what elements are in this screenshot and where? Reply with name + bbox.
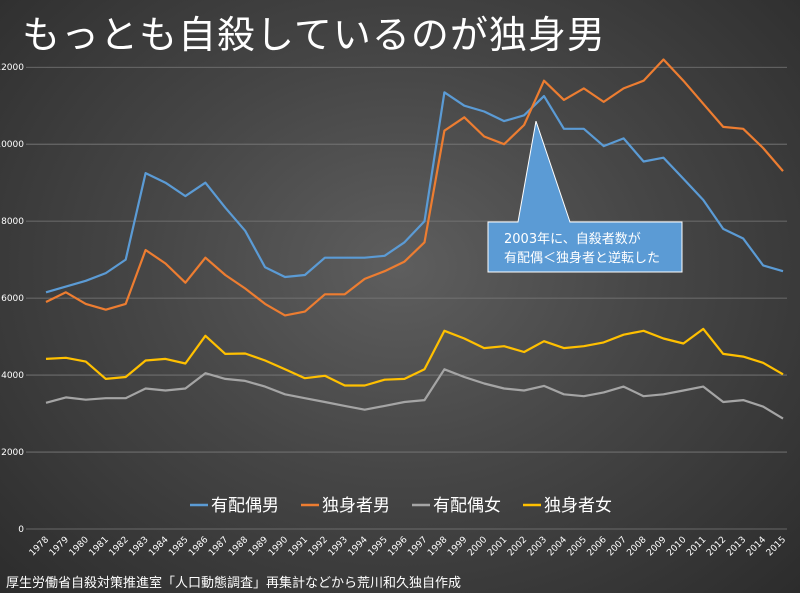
x-tick-label: 2013 <box>725 535 748 558</box>
legend-label: 独身者男 <box>322 496 390 516</box>
x-tick-label: 1995 <box>366 535 389 558</box>
x-tick-label: 2003 <box>526 535 549 558</box>
y-tick-label: 4000 <box>1 371 24 381</box>
x-tick-label: 2001 <box>486 535 509 558</box>
x-tick-label: 1986 <box>187 535 210 558</box>
legend-label: 有配偶男 <box>211 496 279 516</box>
x-tick-label: 1990 <box>267 535 290 558</box>
x-tick-label: 1979 <box>48 535 71 558</box>
x-tick-label: 1983 <box>127 535 150 558</box>
x-tick-label: 1978 <box>28 535 51 558</box>
y-tick-label: 6000 <box>1 294 24 304</box>
legend-item: 独身者男 <box>301 496 390 516</box>
legend-label: 独身者女 <box>544 496 612 516</box>
x-tick-label: 2004 <box>546 535 569 558</box>
x-tick-label: 2011 <box>685 535 708 558</box>
legend-label: 有配偶女 <box>433 496 501 516</box>
x-tick-label: 2008 <box>625 535 648 558</box>
x-axis: 1978197919801981198219831984198519861987… <box>28 535 788 558</box>
y-tick-label: 10000 <box>0 140 24 150</box>
x-tick-label: 1989 <box>247 535 270 558</box>
x-tick-label: 1994 <box>347 535 370 558</box>
annotation-callout: 2003年に、自殺者数が 有配偶＜独身者と逆転した <box>487 120 683 273</box>
series-line-2 <box>45 368 784 420</box>
series-line-1 <box>45 58 784 317</box>
y-tick-label: 0 <box>18 525 24 535</box>
legend: 有配偶男 独身者男 有配偶女 独身者女 <box>190 496 612 516</box>
gridlines <box>26 66 787 530</box>
source-note: 厚生労働省自殺対策推進室「人口動態調査」再集計などから荒川和久独自作成 <box>6 576 462 591</box>
x-tick-label: 2005 <box>566 535 589 558</box>
chart-title: もっとも自殺しているのが独身男 <box>22 13 606 57</box>
x-tick-label: 1993 <box>327 535 350 558</box>
legend-item: 有配偶男 <box>190 496 279 516</box>
callout-shape <box>487 120 683 273</box>
series-line-3 <box>45 327 784 387</box>
x-tick-label: 2015 <box>765 535 788 558</box>
y-tick-label: 2000 <box>1 448 24 458</box>
x-tick-label: 2012 <box>705 535 728 558</box>
x-tick-label: 1991 <box>287 535 310 558</box>
legend-item: 独身者女 <box>523 496 612 516</box>
callout-text-line2: 有配偶＜独身者と逆転した <box>504 250 660 266</box>
series-lines <box>45 58 784 420</box>
y-tick-label: 8000 <box>1 217 24 227</box>
x-tick-label: 2009 <box>645 535 668 558</box>
legend-item: 有配偶女 <box>412 496 501 516</box>
y-axis: 0 2000 4000 6000 8000 10000 12000 <box>0 63 24 535</box>
x-tick-label: 2002 <box>506 535 529 558</box>
x-tick-label: 1987 <box>207 535 230 558</box>
x-tick-label: 1992 <box>307 535 330 558</box>
x-tick-label: 1999 <box>446 535 469 558</box>
x-tick-label: 2007 <box>606 535 629 558</box>
x-tick-label: 1998 <box>426 535 449 558</box>
x-tick-label: 2006 <box>586 535 609 558</box>
x-tick-label: 2010 <box>665 535 688 558</box>
series-line-0 <box>45 91 784 294</box>
callout-text-line1: 2003年に、自殺者数が <box>504 232 641 247</box>
x-tick-label: 1980 <box>68 535 91 558</box>
x-tick-label: 2000 <box>466 535 489 558</box>
x-tick-label: 1985 <box>167 535 190 558</box>
x-tick-label: 1981 <box>88 535 111 558</box>
x-tick-label: 1997 <box>406 535 429 558</box>
x-tick-label: 2014 <box>745 535 768 558</box>
x-tick-label: 1982 <box>108 535 131 558</box>
x-tick-label: 1984 <box>147 535 170 558</box>
y-tick-label: 12000 <box>0 63 24 73</box>
x-tick-label: 1996 <box>386 535 409 558</box>
x-tick-label: 1988 <box>227 535 250 558</box>
